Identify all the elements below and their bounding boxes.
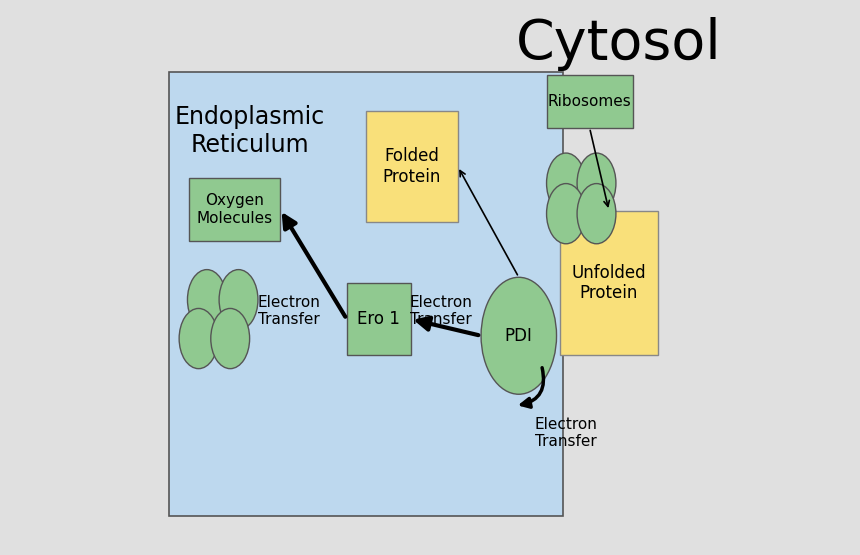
Text: Folded
Protein: Folded Protein [383,147,441,186]
Text: Oxygen
Molecules: Oxygen Molecules [196,193,273,226]
FancyBboxPatch shape [169,72,563,516]
Ellipse shape [547,184,586,244]
Text: Unfolded
Protein: Unfolded Protein [572,264,647,302]
Ellipse shape [187,270,226,330]
Text: Electron
Transfer: Electron Transfer [257,295,320,327]
FancyArrowPatch shape [521,368,544,407]
Text: Electron
Transfer: Electron Transfer [535,417,598,449]
Ellipse shape [179,309,218,369]
Ellipse shape [219,270,258,330]
Ellipse shape [577,153,616,213]
Text: Ribosomes: Ribosomes [548,94,631,109]
FancyBboxPatch shape [347,283,410,355]
FancyBboxPatch shape [188,178,280,241]
Text: PDI: PDI [505,327,532,345]
Text: Endoplasmic
Reticulum: Endoplasmic Reticulum [175,105,325,157]
FancyBboxPatch shape [547,75,633,128]
Ellipse shape [577,184,616,244]
Text: Electron
Transfer: Electron Transfer [409,295,472,327]
Ellipse shape [481,278,556,394]
FancyBboxPatch shape [561,211,658,355]
Text: Ero 1: Ero 1 [357,310,400,328]
Text: Cytosol: Cytosol [516,17,722,70]
Ellipse shape [547,153,586,213]
Ellipse shape [211,309,249,369]
FancyBboxPatch shape [366,111,458,222]
